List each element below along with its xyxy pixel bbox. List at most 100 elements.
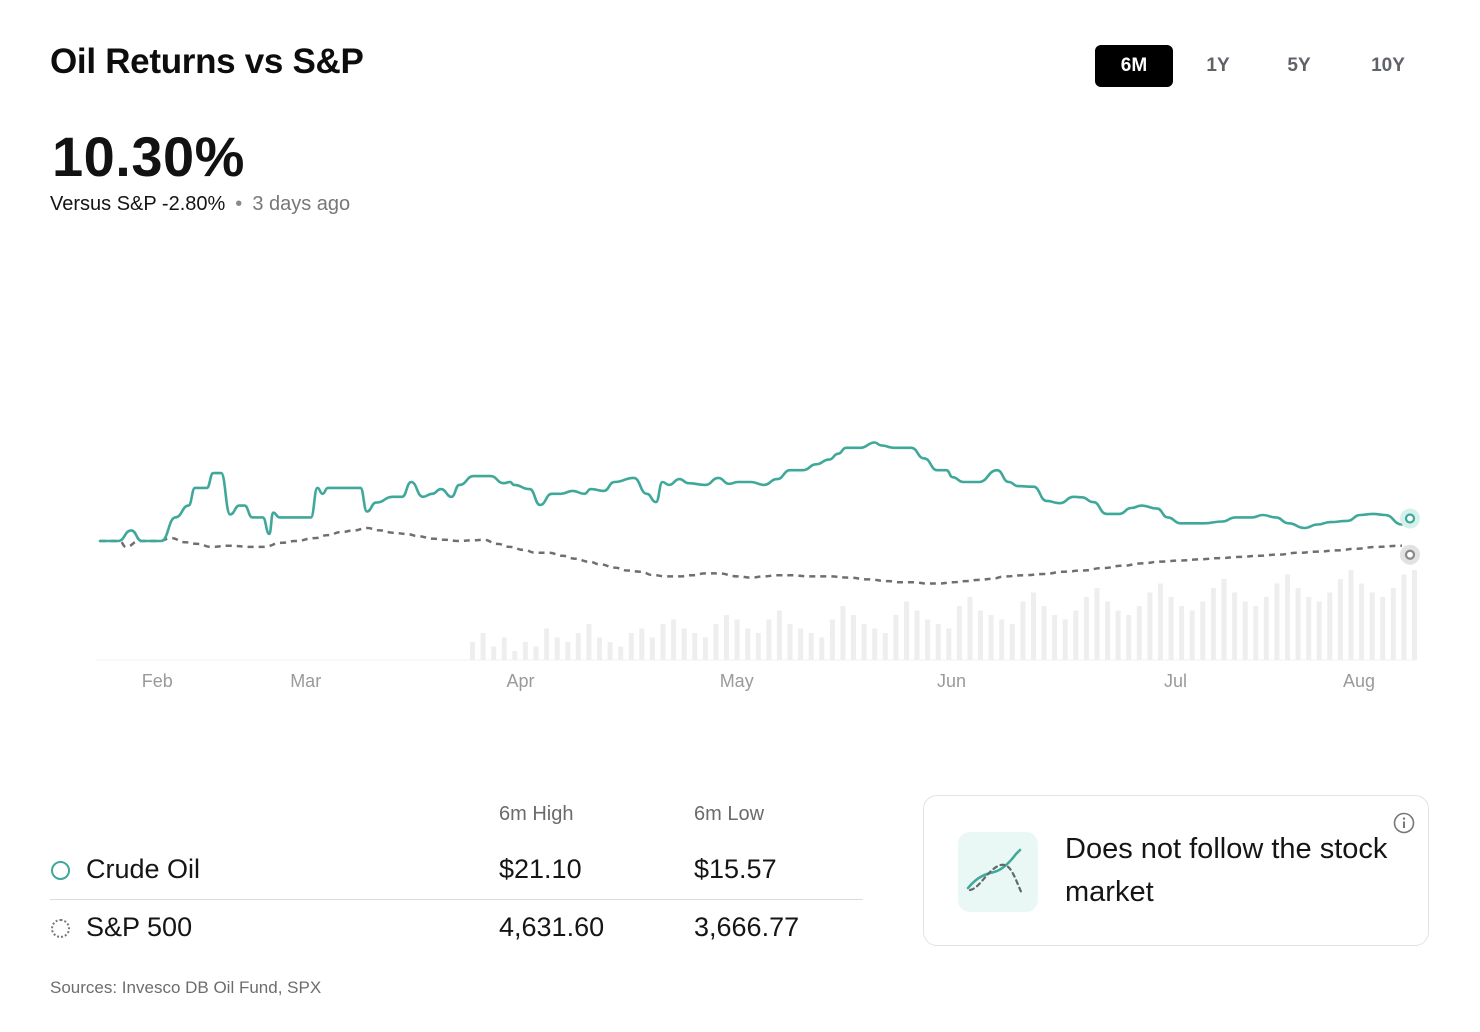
crude-oil-endpoint[interactable] bbox=[1400, 508, 1420, 529]
volume-bar bbox=[851, 615, 856, 660]
volume-bar bbox=[628, 633, 634, 660]
correlation-card: Does not follow the stock market bbox=[923, 795, 1429, 946]
volume-bar bbox=[1210, 588, 1216, 660]
chart-title: Oil Returns vs S&P bbox=[50, 42, 364, 81]
volume-bar bbox=[1115, 610, 1121, 660]
volume-bar bbox=[1147, 592, 1153, 660]
correlation-text: Does not follow the stock market bbox=[1065, 833, 1388, 908]
volume-bar bbox=[681, 628, 687, 660]
volume-bar bbox=[1337, 579, 1343, 660]
volume-bar bbox=[1136, 606, 1142, 660]
x-tick-label: Feb bbox=[142, 671, 173, 691]
tab-6m[interactable]: 6M bbox=[1095, 45, 1173, 87]
volume-bar bbox=[692, 633, 698, 660]
volume-bars bbox=[470, 570, 1417, 660]
volume-bar bbox=[1105, 601, 1111, 660]
col-header-high: 6m High bbox=[499, 803, 574, 825]
x-axis-labels: Feb Mar Apr May Jun Jul Aug bbox=[142, 671, 1375, 691]
volume-bar bbox=[1179, 606, 1185, 660]
returns-chart[interactable]: Feb Mar Apr May Jun Jul Aug bbox=[0, 230, 1480, 700]
x-tick-label: Aug bbox=[1343, 671, 1375, 691]
volume-bar bbox=[1242, 601, 1248, 660]
sp500-endpoint[interactable] bbox=[1400, 544, 1420, 565]
volume-bar bbox=[1126, 615, 1132, 660]
volume-bar bbox=[819, 637, 825, 660]
volume-bar bbox=[1412, 570, 1417, 660]
volume-bar bbox=[840, 606, 846, 660]
volume-bar bbox=[1189, 610, 1195, 660]
volume-bar bbox=[956, 606, 962, 660]
volume-bar bbox=[501, 637, 507, 660]
volume-bar bbox=[904, 601, 909, 660]
volume-bar bbox=[1158, 583, 1163, 660]
volume-bar bbox=[660, 624, 666, 660]
volume-bar bbox=[1031, 592, 1036, 660]
volume-bar bbox=[1401, 574, 1407, 660]
tab-10y[interactable]: 10Y bbox=[1371, 55, 1405, 76]
volume-bar bbox=[882, 633, 888, 660]
summary-subline: Versus S&P -2.80% • 3 days ago bbox=[50, 193, 350, 216]
volume-bar bbox=[671, 619, 677, 660]
updated-text: 3 days ago bbox=[252, 193, 351, 215]
volume-bar bbox=[755, 633, 761, 660]
sp500-line bbox=[100, 526, 1403, 585]
volume-bar bbox=[925, 619, 931, 660]
volume-bar bbox=[1041, 606, 1047, 660]
volume-bar bbox=[1009, 624, 1015, 660]
volume-bar bbox=[1094, 588, 1100, 660]
volume-bar bbox=[554, 637, 560, 660]
volume-bar bbox=[480, 633, 486, 660]
volume-bar bbox=[1083, 597, 1089, 660]
tab-5y[interactable]: 5Y bbox=[1287, 55, 1311, 76]
sp500-high: 4,631.60 bbox=[499, 912, 605, 942]
volume-bar bbox=[639, 628, 645, 660]
volume-bar bbox=[565, 642, 571, 660]
volume-bar bbox=[597, 637, 602, 660]
volume-bar bbox=[776, 610, 782, 660]
volume-bar bbox=[724, 615, 729, 660]
tab-1y[interactable]: 1Y bbox=[1206, 55, 1230, 76]
volume-bar bbox=[544, 628, 550, 660]
volume-bar bbox=[713, 624, 719, 660]
volume-bar bbox=[829, 619, 835, 660]
volume-bar bbox=[1316, 601, 1322, 660]
x-tick-label: May bbox=[720, 671, 754, 691]
volume-bar bbox=[1062, 619, 1068, 660]
sp500-label: S&P 500 bbox=[86, 912, 193, 942]
volume-bar bbox=[1306, 597, 1312, 660]
volume-bar bbox=[491, 646, 497, 660]
versus-text: Versus S&P -2.80% bbox=[50, 193, 226, 215]
volume-bar bbox=[872, 628, 878, 660]
volume-bar bbox=[586, 624, 592, 660]
volume-bar bbox=[1073, 610, 1079, 660]
volume-bar bbox=[978, 610, 983, 660]
volume-bar bbox=[1359, 583, 1365, 660]
volume-bar bbox=[861, 624, 867, 660]
volume-bar bbox=[999, 619, 1005, 660]
volume-bar bbox=[1232, 592, 1238, 660]
volume-bar bbox=[533, 646, 539, 660]
volume-bar bbox=[1263, 597, 1269, 660]
crude-oil-label: Crude Oil bbox=[86, 854, 201, 884]
sp500-low: 3,666.77 bbox=[694, 912, 800, 942]
col-header-low: 6m Low bbox=[694, 803, 765, 825]
x-tick-label: Jul bbox=[1164, 671, 1187, 691]
volume-bar bbox=[1253, 606, 1259, 660]
chart-lines-icon bbox=[958, 832, 1038, 912]
separator-dot: • bbox=[235, 193, 243, 215]
volume-bar bbox=[914, 610, 920, 660]
volume-bar bbox=[893, 615, 899, 660]
volume-bar bbox=[1168, 597, 1174, 660]
x-tick-label: Jun bbox=[937, 671, 966, 691]
x-tick-label: Apr bbox=[506, 671, 534, 691]
volume-bar bbox=[988, 615, 994, 660]
volume-bar bbox=[745, 628, 751, 660]
volume-bar bbox=[1020, 601, 1026, 660]
volume-bar bbox=[798, 628, 804, 660]
stats-divider bbox=[50, 899, 863, 900]
info-icon[interactable] bbox=[1393, 812, 1415, 834]
return-value: 10.30% bbox=[52, 125, 245, 188]
sp500-legend-marker bbox=[51, 919, 70, 938]
volume-bar bbox=[1221, 579, 1227, 660]
volume-bar bbox=[1390, 588, 1396, 660]
